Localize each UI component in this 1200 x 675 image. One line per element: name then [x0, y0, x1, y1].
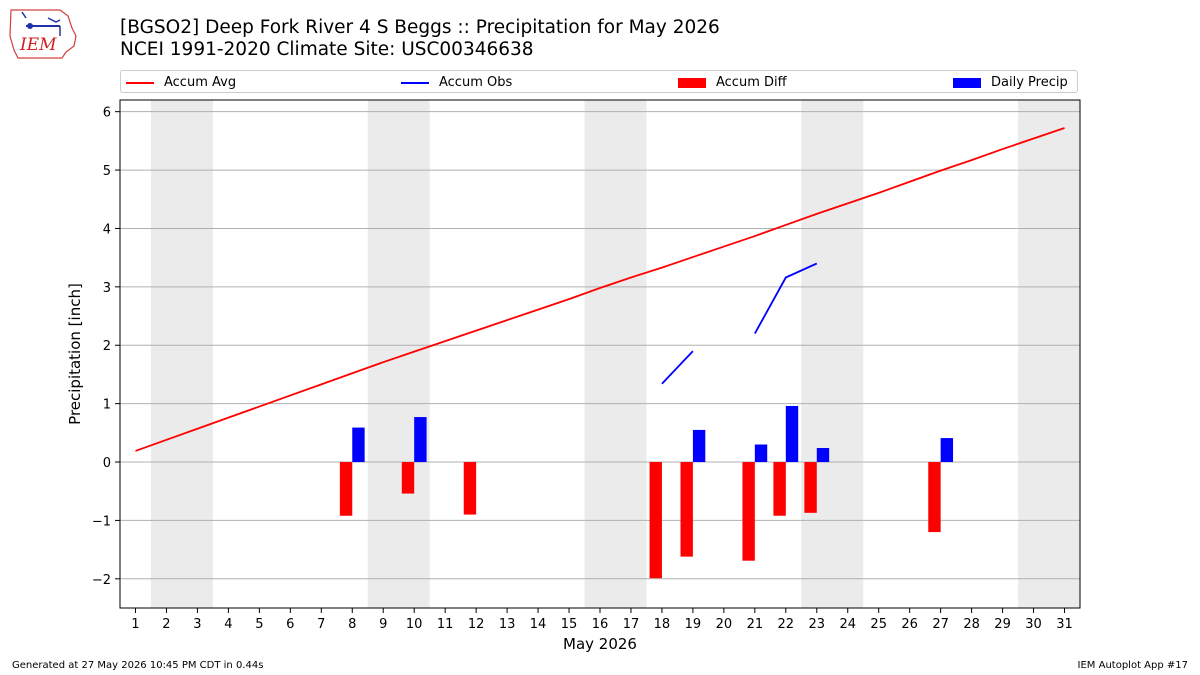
x-tick-label: 15 — [561, 617, 578, 632]
x-tick-label: 3 — [193, 617, 201, 632]
x-tick-label: 17 — [623, 617, 640, 632]
x-tick-label: 24 — [839, 617, 856, 632]
iem-logo: IEM — [8, 6, 80, 60]
legend-item-accum-diff: Accum Diff — [678, 71, 787, 94]
weekend-band — [367, 100, 430, 608]
legend-swatch-accum-diff — [678, 77, 706, 88]
accum-diff-bar — [928, 462, 941, 533]
x-tick-label: 25 — [870, 617, 887, 632]
accum-diff-bar — [742, 462, 755, 561]
accum-diff-bar — [680, 462, 693, 557]
x-tick-label: 28 — [963, 617, 980, 632]
x-tick-label: 5 — [255, 617, 263, 632]
legend-label-accum-avg: Accum Avg — [164, 75, 237, 90]
x-tick-label: 9 — [379, 617, 387, 632]
daily-precip-bar — [692, 429, 706, 463]
x-tick-label: 13 — [499, 617, 516, 632]
weekend-band — [584, 100, 647, 608]
y-tick-label: −2 — [92, 573, 111, 588]
x-tick-label: 18 — [654, 617, 671, 632]
chart-subtitle: NCEI 1991-2020 Climate Site: USC00346638 — [120, 39, 534, 60]
legend-swatch-daily-precip — [953, 77, 981, 88]
x-tick-label: 27 — [932, 617, 949, 632]
accum-diff-bar — [804, 462, 817, 513]
y-tick-label: 4 — [103, 222, 111, 237]
daily-precip-bar — [785, 405, 799, 463]
daily-precip-bar — [940, 438, 954, 463]
daily-precip-bar — [414, 417, 427, 463]
legend-item-accum-avg: Accum Avg — [126, 71, 236, 94]
legend-label-daily-precip: Daily Precip — [991, 75, 1068, 90]
y-tick-label: 1 — [103, 398, 111, 413]
x-tick-label: 10 — [406, 617, 423, 632]
daily-precip-bar — [754, 444, 768, 463]
daily-precip-bar — [816, 448, 830, 463]
y-tick-label: 6 — [103, 106, 111, 121]
x-tick-label: 1 — [131, 617, 139, 632]
accum-diff-bar — [773, 462, 786, 516]
legend-item-daily-precip: Daily Precip — [953, 71, 1068, 94]
accum-obs-line — [754, 262, 818, 334]
chart-legend: Accum Avg Accum Obs Accum Diff Daily Pre… — [120, 70, 1078, 93]
y-tick-label: 5 — [103, 164, 111, 179]
x-tick-label: 29 — [994, 617, 1011, 632]
x-tick-label: 6 — [286, 617, 294, 632]
legend-swatch-accum-obs — [401, 81, 429, 84]
accum-avg-line — [135, 127, 1065, 452]
legend-item-accum-obs: Accum Obs — [401, 71, 512, 94]
chart-title: [BGSO2] Deep Fork River 4 S Beggs :: Pre… — [120, 17, 720, 38]
accum-obs-line — [661, 350, 694, 385]
footer-generated: Generated at 27 May 2026 10:45 PM CDT in… — [12, 660, 264, 671]
weekend-band — [1018, 100, 1080, 608]
x-tick-label: 20 — [716, 617, 733, 632]
x-tick-label: 22 — [778, 617, 795, 632]
y-axis-label: Precipitation [inch] — [66, 283, 84, 425]
x-tick-label: 14 — [530, 617, 547, 632]
legend-label-accum-obs: Accum Obs — [439, 75, 513, 90]
y-tick-label: 0 — [103, 456, 111, 471]
x-tick-label: 31 — [1056, 617, 1073, 632]
x-tick-label: 11 — [437, 617, 454, 632]
daily-precip-bar — [352, 427, 365, 463]
legend-label-accum-diff: Accum Diff — [716, 75, 787, 90]
x-tick-label: 19 — [685, 617, 702, 632]
x-tick-label: 4 — [224, 617, 232, 632]
x-axis-label: May 2026 — [563, 635, 637, 653]
x-tick-label: 7 — [317, 617, 325, 632]
x-tick-label: 30 — [1025, 617, 1042, 632]
svg-text:IEM: IEM — [19, 35, 57, 55]
footer-app: IEM Autoplot App #17 — [1077, 660, 1188, 671]
x-tick-label: 12 — [468, 617, 485, 632]
accum-diff-bar — [339, 462, 353, 516]
x-tick-label: 21 — [747, 617, 764, 632]
accum-diff-bar — [401, 462, 415, 494]
x-tick-label: 8 — [348, 617, 356, 632]
weekend-band — [150, 100, 213, 608]
y-tick-label: 3 — [103, 281, 111, 296]
accum-diff-bar — [463, 462, 477, 515]
weekend-band — [801, 100, 864, 608]
x-tick-label: 16 — [592, 617, 609, 632]
x-tick-label: 26 — [901, 617, 918, 632]
legend-swatch-accum-avg — [126, 81, 154, 84]
x-tick-label: 2 — [162, 617, 170, 632]
y-tick-label: 2 — [103, 339, 111, 354]
accum-diff-bar — [649, 462, 662, 579]
y-tick-label: −1 — [92, 514, 111, 529]
x-tick-label: 23 — [809, 617, 826, 632]
